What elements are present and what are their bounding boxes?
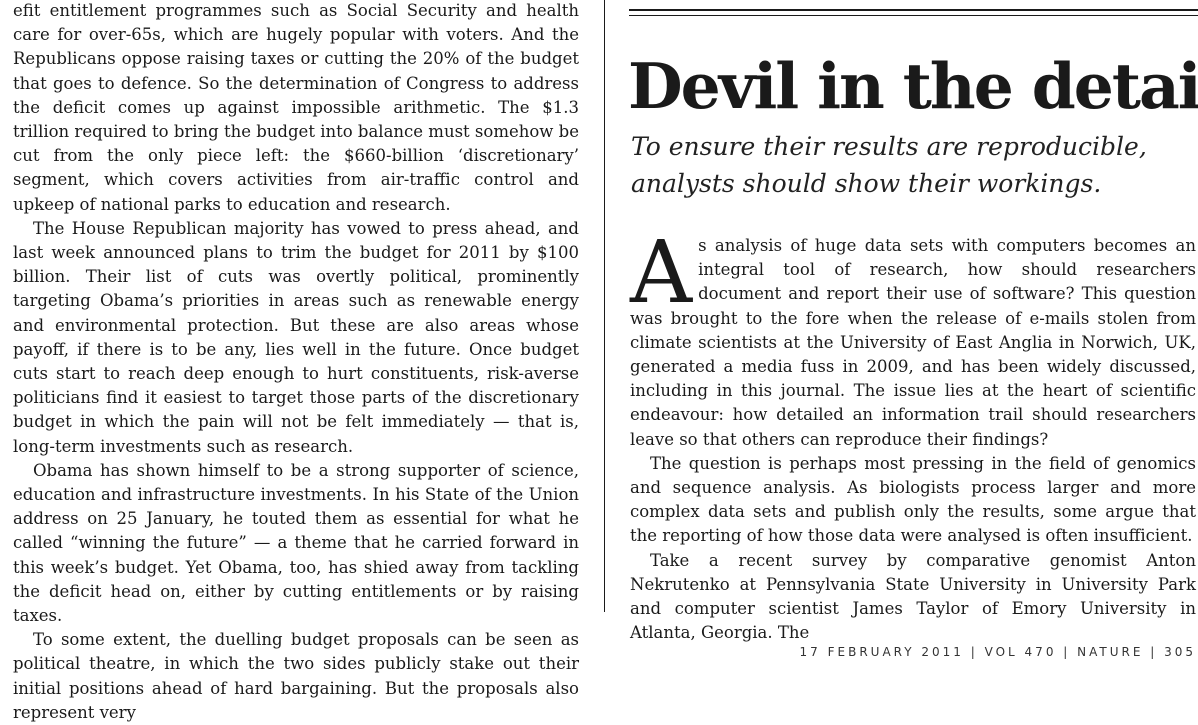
- page-footer: 17 FEBRUARY 2011 | VOL 470 | NATURE | 30…: [799, 645, 1196, 659]
- left-paragraph-2: The House Republican majority has vowed …: [13, 218, 579, 456]
- left-column: efit entitlement programmes such as Soci…: [13, 0, 579, 725]
- section-rule-bottom: [629, 15, 1198, 16]
- section-rule-top: [629, 9, 1198, 11]
- left-paragraph-3: Obama has shown himself to be a strong s…: [13, 460, 579, 626]
- column-divider: [604, 0, 605, 612]
- article-standfirst: To ensure their results are reproducible…: [631, 132, 1147, 198]
- article-paragraph-3: Take a recent survey by comparative geno…: [630, 550, 1196, 643]
- drop-cap: A: [630, 223, 693, 323]
- left-paragraph-1: efit entitlement programmes such as Soci…: [13, 1, 579, 214]
- left-paragraph-4: To some extent, the duelling budget prop…: [13, 630, 579, 722]
- article-headline: Devil in the details: [628, 49, 1198, 123]
- article-paragraph-2: The question is perhaps most pressing in…: [630, 453, 1196, 546]
- article-paragraph-1-text: s analysis of huge data sets with comput…: [630, 236, 1196, 449]
